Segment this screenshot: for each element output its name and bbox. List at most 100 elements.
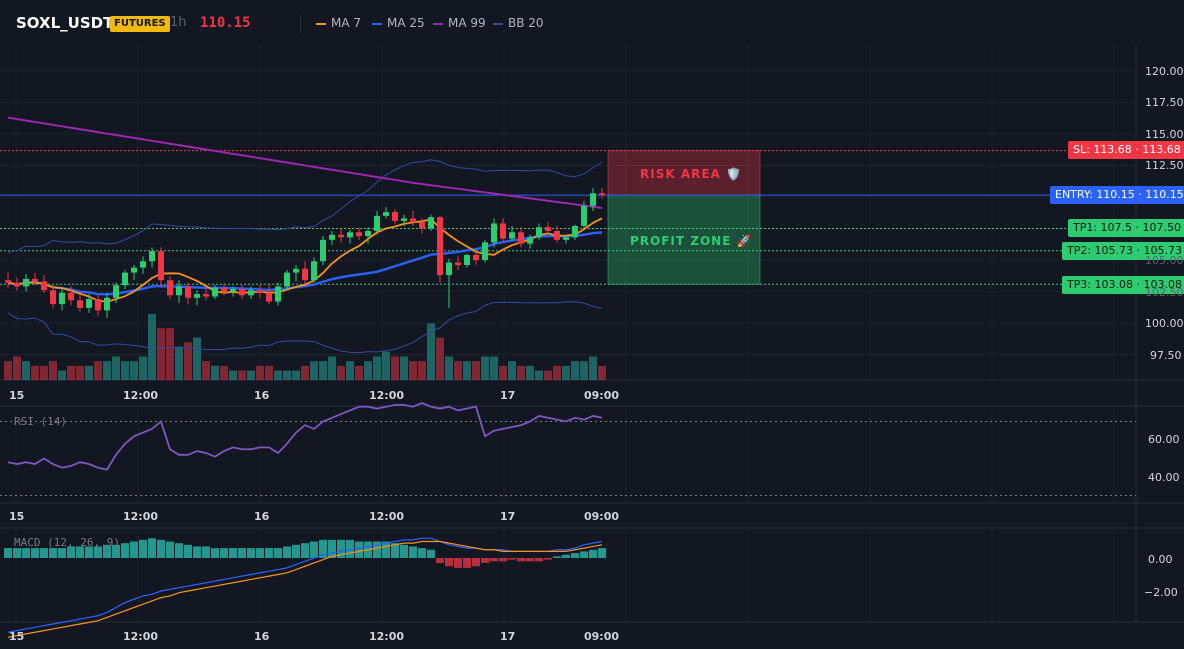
macd-histogram-bar — [598, 548, 606, 558]
time-label: 12:00 — [123, 630, 159, 643]
last-price: 110.15 — [200, 15, 251, 31]
candle-body — [212, 287, 218, 297]
legend-ma7[interactable]: MA 7 — [316, 16, 361, 30]
volume-bar — [67, 365, 75, 380]
candle-body — [401, 218, 407, 221]
candle-body — [122, 272, 128, 286]
volume-bar — [292, 370, 300, 380]
time-label: 17 — [500, 630, 516, 643]
legend-ma99[interactable]: MA 99 — [433, 16, 486, 30]
volume-bar — [382, 351, 390, 380]
candle-body — [167, 280, 173, 296]
macd-histogram-bar — [490, 558, 498, 562]
macd-histogram-bar — [292, 544, 300, 558]
macd-histogram-bar — [157, 539, 165, 558]
macd-histogram-bar — [373, 541, 381, 558]
tp3-tag[interactable]: TP3: 103.08 · 103.08 — [1062, 276, 1184, 294]
candle-body — [347, 232, 353, 238]
macd-signal-line — [7, 540, 603, 638]
candle-body — [338, 234, 344, 238]
time-label: 15 — [9, 510, 25, 523]
candle-body — [554, 231, 560, 240]
volume-bar — [490, 356, 498, 380]
candle-body — [113, 285, 119, 298]
time-label: 12:00 — [123, 510, 159, 523]
rsi-label[interactable]: RSI (14) — [14, 415, 67, 428]
candle-body — [563, 237, 569, 240]
candle-body — [77, 300, 83, 308]
macd-histogram-bar — [328, 539, 336, 558]
volume-bar — [175, 347, 183, 380]
macd-histogram-bar — [301, 543, 309, 558]
macd-histogram-bar — [103, 544, 111, 558]
candle-body — [392, 212, 398, 221]
volume-bar — [274, 370, 282, 380]
volume-bar — [337, 365, 345, 380]
macd-histogram-bar — [49, 548, 57, 558]
chart-header: SOXL_USDT FUTURES 1h 110.15 MA 7 MA 25 M… — [0, 0, 1184, 46]
tp2-tag[interactable]: TP2: 105.73 · 105.73 — [1062, 242, 1184, 260]
macd-label[interactable]: MACD (12, 26, 9) — [14, 536, 120, 549]
macd-histogram-bar — [400, 544, 408, 558]
candle-body — [536, 227, 542, 238]
stop-loss-tag[interactable]: SL: 113.68 · 113.68 — [1068, 141, 1184, 159]
volume-bar — [76, 365, 84, 380]
macd-histogram-bar — [517, 558, 525, 562]
time-label: 12:00 — [369, 630, 405, 643]
volume-bar — [580, 361, 588, 380]
macd-histogram-bar — [472, 558, 480, 567]
candle-body — [257, 290, 263, 293]
macd-histogram-bar — [184, 544, 192, 558]
futures-badge: FUTURES — [110, 16, 170, 32]
volume-bar — [265, 365, 273, 380]
macd-histogram-bar — [346, 539, 354, 558]
time-label: 17 — [500, 510, 516, 523]
legend-bb20[interactable]: BB 20 — [493, 16, 544, 30]
ma99-line — [7, 116, 603, 209]
macd-histogram-bar — [148, 538, 156, 558]
macd-histogram-bar — [436, 558, 444, 563]
volume-bar — [130, 361, 138, 380]
volume-bar — [499, 365, 507, 380]
candle-body — [527, 237, 533, 244]
macd-histogram-bar — [22, 548, 30, 558]
macd-histogram-bar — [247, 548, 255, 558]
volume-bar — [166, 328, 174, 380]
candle-body — [581, 205, 587, 226]
candle-body — [599, 193, 605, 196]
time-label: 16 — [254, 389, 270, 402]
candle-body — [572, 225, 578, 238]
profit-zone-label: PROFIT ZONE 🚀 — [630, 234, 753, 248]
symbol-name[interactable]: SOXL_USDT — [16, 14, 114, 32]
candle-body — [266, 292, 272, 302]
candle-body — [365, 231, 371, 237]
macd-histogram-bar — [571, 553, 579, 558]
legend-ma25[interactable]: MA 25 — [372, 16, 425, 30]
volume-bar — [229, 370, 237, 380]
entry-tag[interactable]: ENTRY: 110.15 · 110.15 — [1050, 186, 1184, 204]
macd-histogram-bar — [238, 548, 246, 558]
volume-bar — [184, 342, 192, 380]
time-label: 09:00 — [584, 510, 620, 523]
time-label: 16 — [254, 510, 270, 523]
candle-body — [320, 239, 326, 262]
time-label: 12:00 — [369, 510, 405, 523]
macd-histogram-bar — [535, 558, 543, 562]
price-axis-label: 100.00 — [1145, 317, 1184, 330]
volume-bar — [535, 370, 543, 380]
tp1-tag[interactable]: TP1: 107.5 · 107.50 — [1068, 219, 1184, 237]
volume-bar — [49, 361, 57, 380]
volume-bar — [355, 365, 363, 380]
candle-body — [464, 254, 470, 266]
volume-bar — [589, 356, 597, 380]
volume-bar — [346, 361, 354, 380]
macd-histogram-bar — [382, 541, 390, 558]
macd-histogram-bar — [211, 548, 219, 558]
volume-bar — [409, 361, 417, 380]
timeframe-label[interactable]: 1h — [170, 15, 187, 30]
macd-histogram-bar — [337, 539, 345, 558]
candle-body — [374, 215, 380, 232]
volume-bar — [58, 370, 66, 380]
candle-body — [158, 251, 164, 281]
